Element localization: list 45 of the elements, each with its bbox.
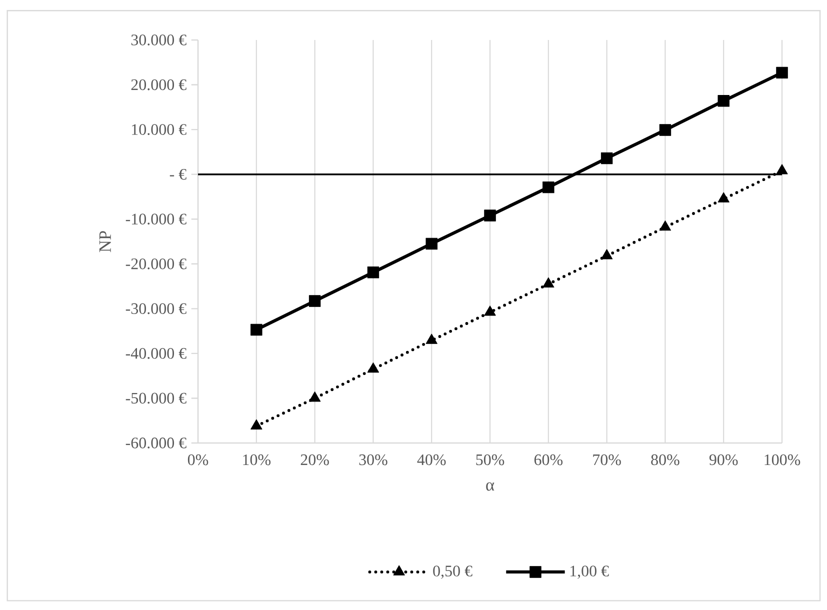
y-tick-label: -60.000 € [126, 438, 186, 448]
point [600, 152, 613, 164]
y-tick-label: -20.000 € [126, 258, 186, 270]
y-tick-label: - € [170, 168, 186, 180]
point [776, 66, 788, 79]
point [367, 362, 380, 373]
y-tick-label: 30.000 € [131, 34, 186, 46]
y-tick-label: 20.000 € [131, 79, 186, 90]
point [426, 238, 438, 250]
x-tick-label: 50% [476, 454, 504, 466]
point [250, 419, 262, 430]
point [659, 220, 672, 231]
point [308, 295, 321, 307]
y-tick-label: 10.000 € [132, 124, 186, 135]
point [250, 324, 262, 336]
x-tick-label: 60% [534, 454, 563, 466]
x-tick-label: 20% [300, 454, 329, 466]
y-tick-label: -10.000 € [126, 214, 186, 225]
x-tick-label: 70% [593, 454, 621, 466]
x-tick-label: 10% [243, 454, 271, 466]
x-tick-label: 0% [188, 454, 208, 466]
point [542, 277, 554, 288]
x-tick-label: 80% [651, 454, 680, 466]
point [718, 192, 730, 202]
x-tick-label: 30% [359, 454, 388, 466]
point [718, 95, 730, 107]
x-tick-label: 90% [709, 454, 738, 466]
point [426, 334, 438, 344]
y-tick-label: -40.000 € [126, 348, 186, 359]
point [542, 181, 554, 194]
y-tick-label: -30.000 € [126, 303, 186, 314]
point [600, 249, 613, 260]
point [659, 124, 672, 136]
legend-label: 0,50 € [433, 566, 472, 579]
x-tick-label: 40% [417, 454, 446, 466]
point [308, 392, 321, 402]
point [367, 266, 380, 278]
y-tick-label: -50.000 € [126, 392, 186, 404]
point [776, 164, 788, 174]
y-axis-title: NP [99, 231, 111, 252]
x-tick-label: 100% [764, 454, 800, 466]
point [484, 210, 496, 222]
legend-label: 1,00 € [570, 566, 609, 579]
x-axis-title: α [486, 482, 494, 491]
point [484, 306, 496, 316]
